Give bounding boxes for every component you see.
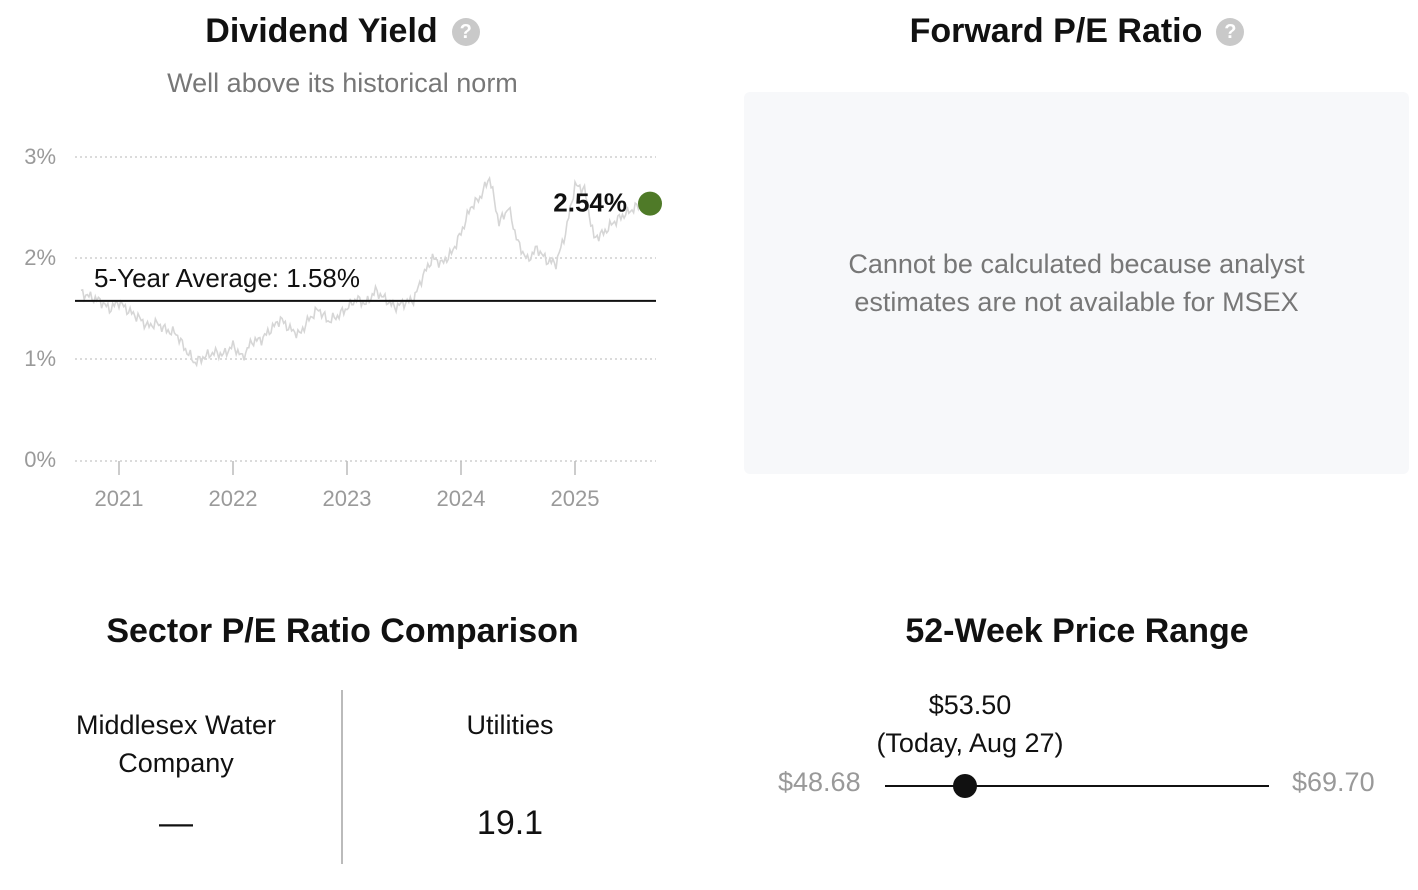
- range-track: [885, 785, 1269, 787]
- y-tick-label: 3%: [24, 144, 56, 169]
- yield-line: [80, 175, 650, 368]
- current-date: (Today, Aug 27): [876, 728, 1064, 758]
- column-divider: [341, 690, 343, 864]
- forward-pe-title: Forward P/E Ratio?: [744, 12, 1410, 51]
- average-label: 5-Year Average: 1.58%: [94, 263, 360, 293]
- forward-pe-title-text: Forward P/E Ratio: [909, 12, 1203, 50]
- y-axis-ticks: 3% 2% 1% 0%: [24, 144, 56, 472]
- price-range-title: 52-Week Price Range: [905, 612, 1249, 650]
- x-tick-label: 2021: [95, 486, 144, 511]
- company-label: Middlesex Water Company: [75, 710, 277, 778]
- dividend-yield-title-text: Dividend Yield: [205, 12, 438, 50]
- company-pe-value: —: [159, 804, 193, 842]
- gridlines: [75, 156, 656, 462]
- dividend-yield-subtitle: Well above its historical norm: [167, 68, 518, 98]
- sector-label: Utilities: [466, 710, 554, 740]
- range-current-marker[interactable]: [953, 774, 978, 798]
- dividend-yield-chart: 3% 2% 1% 0% 2021 2022 2023 2024 2025 5-Y…: [24, 144, 662, 511]
- forward-pe-unavailable-box: Cannot be calculated because analyst est…: [744, 92, 1409, 474]
- forward-pe-message: Cannot be calculated because analyst est…: [848, 249, 1305, 317]
- sector-pe-title: Sector P/E Ratio Comparison: [106, 612, 579, 650]
- help-icon[interactable]: ?: [451, 18, 480, 46]
- x-tick-label: 2022: [209, 486, 258, 511]
- y-tick-label: 0%: [24, 447, 56, 472]
- current-yield-marker[interactable]: [638, 191, 662, 216]
- current-price-label: $53.50 (Today, Aug 27): [850, 686, 1090, 762]
- current-price: $53.50: [928, 690, 1012, 720]
- x-axis-ticks: 2021 2022 2023 2024 2025: [95, 461, 600, 511]
- x-tick-label: 2023: [323, 486, 372, 511]
- x-tick-label: 2024: [437, 486, 486, 511]
- x-tick-label: 2025: [551, 486, 600, 511]
- current-yield-label: 2.54%: [553, 188, 627, 218]
- sector-pe-value: 19.1: [476, 804, 544, 842]
- y-tick-label: 2%: [24, 245, 56, 270]
- y-tick-label: 1%: [24, 346, 56, 371]
- dividend-yield-title: Dividend Yield?: [0, 12, 685, 51]
- range-low: $48.68: [778, 767, 861, 797]
- range-high: $69.70: [1292, 767, 1375, 797]
- help-icon[interactable]: ?: [1216, 18, 1245, 46]
